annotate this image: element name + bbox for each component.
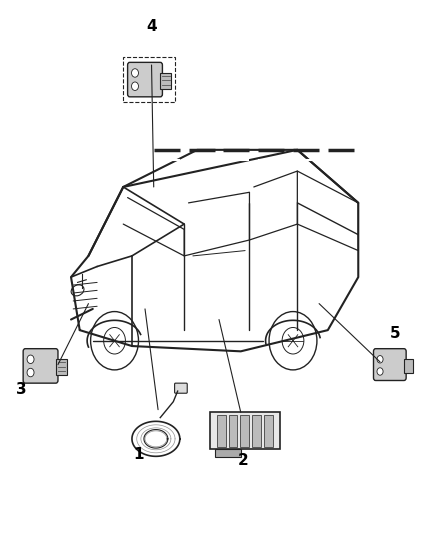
FancyBboxPatch shape: [23, 349, 58, 383]
Circle shape: [131, 69, 138, 77]
Circle shape: [131, 82, 138, 91]
Bar: [264, 415, 272, 447]
Circle shape: [27, 368, 34, 377]
FancyBboxPatch shape: [175, 383, 187, 393]
Text: 1: 1: [133, 447, 144, 462]
Circle shape: [377, 356, 383, 363]
Bar: [229, 415, 237, 447]
FancyBboxPatch shape: [210, 413, 280, 449]
Bar: [240, 415, 249, 447]
Text: 3: 3: [16, 382, 27, 397]
FancyBboxPatch shape: [374, 349, 406, 381]
Text: 2: 2: [237, 453, 248, 467]
Text: 4: 4: [146, 19, 157, 34]
Circle shape: [27, 355, 34, 364]
Bar: [217, 415, 226, 447]
Bar: [404, 359, 413, 373]
FancyBboxPatch shape: [127, 62, 162, 97]
Text: 5: 5: [390, 326, 401, 341]
Bar: [160, 73, 171, 89]
Bar: [252, 415, 261, 447]
Circle shape: [377, 368, 383, 375]
Bar: [56, 359, 67, 375]
Bar: [215, 449, 241, 457]
